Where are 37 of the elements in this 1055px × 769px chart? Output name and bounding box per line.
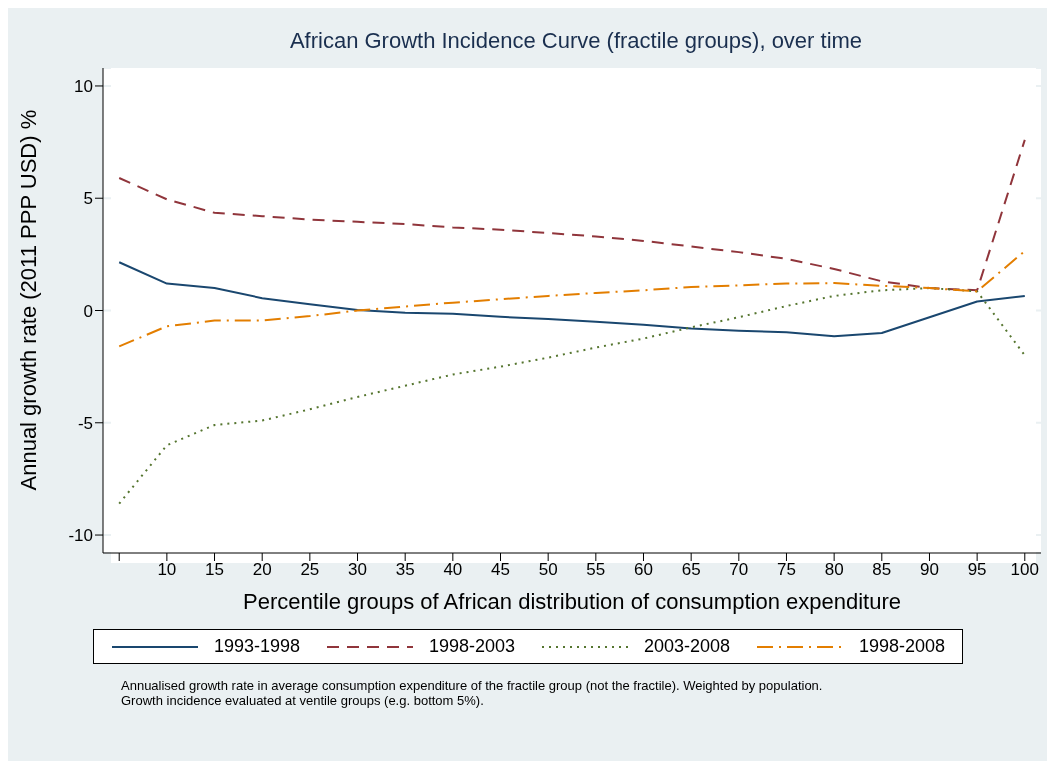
line-series [118,287,1026,505]
x-tick-label: 65 [681,560,701,580]
x-tick-label: 20 [252,560,272,580]
y-tick-label: 5 [83,189,93,209]
x-tick-label: 95 [967,560,987,580]
line-series [118,261,1026,338]
x-tick-label: 25 [300,560,320,580]
x-tick-label: 75 [777,560,796,580]
legend-label: 1998-2008 [858,636,946,657]
y-tick-label: -5 [77,413,93,433]
x-tick-label: 60 [634,560,653,580]
x-tick-label: 100 [1010,560,1039,580]
chart-title: African Growth Incidence Curve (fractile groups), over time [288,28,864,54]
text: Annualised growth rate in average consumption expenditure of the fractile group (not the fractile). Weighted by population. [121,678,824,693]
y-tick-label: 0 [83,301,93,321]
x-tick-label: 80 [824,560,844,580]
x-tick-label: 70 [729,560,749,580]
x-tick-label: 40 [443,560,463,580]
x-tick-label: 35 [395,560,415,580]
x-tick-label: 90 [920,560,939,580]
line-series [118,138,1026,292]
x-tick-label: 55 [586,560,606,580]
line-series [118,250,1026,348]
y-tick-label: 10 [74,77,93,96]
x-tick-label: 30 [348,560,367,580]
x-tick-label: 15 [205,560,224,580]
y-axis-title: Annual growth rate (2011 PPP USD) % [15,109,41,491]
y-tick-label: -10 [68,526,93,546]
text: Growth incidence evaluated at ventile groups (e.g. bottom 5%). [121,693,485,708]
legend-label: 1993-1998 [213,636,301,657]
x-tick-label: 45 [491,560,510,580]
x-tick-label: 10 [157,560,177,580]
legend-label: 2003-2008 [643,636,731,657]
x-tick-label: 50 [538,560,558,580]
x-tick-label: 85 [872,560,892,580]
legend-label: 1998-2003 [428,636,516,657]
x-axis-title: Percentile groups of African distribution of consumption expenditure [243,589,901,614]
